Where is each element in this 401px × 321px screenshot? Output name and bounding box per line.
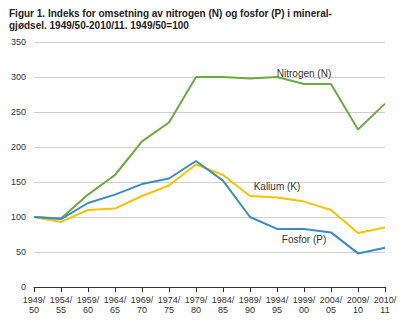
svg-text:75: 75 [164,305,174,315]
svg-text:10: 10 [353,305,363,315]
svg-text:1969/: 1969/ [131,295,154,305]
svg-text:50: 50 [16,247,26,257]
svg-text:150: 150 [11,177,26,187]
svg-text:55: 55 [56,305,66,315]
svg-text:Fosfor (P): Fosfor (P) [282,234,326,245]
svg-text:100: 100 [11,212,26,222]
svg-text:60: 60 [83,305,93,315]
svg-text:1974/: 1974/ [158,295,181,305]
svg-text:1999/: 1999/ [293,295,316,305]
svg-text:1994/: 1994/ [266,295,289,305]
svg-text:80: 80 [191,305,201,315]
svg-text:200: 200 [11,142,26,152]
svg-text:350: 350 [11,37,26,47]
svg-text:1959/: 1959/ [77,295,100,305]
svg-text:300: 300 [11,72,26,82]
svg-text:65: 65 [110,305,120,315]
svg-text:Nitrogen (N): Nitrogen (N) [277,68,331,79]
svg-text:1979/: 1979/ [185,295,208,305]
svg-text:Kalium (K): Kalium (K) [254,181,301,192]
svg-text:2009/: 2009/ [347,295,370,305]
svg-text:1954/: 1954/ [50,295,73,305]
svg-text:95: 95 [272,305,282,315]
svg-text:gjødsel. 1949/50-2010/11. 1949: gjødsel. 1949/50-2010/11. 1949/50=100 [9,20,189,31]
svg-text:250: 250 [11,107,26,117]
svg-text:Figur 1. Indeks for omsetning: Figur 1. Indeks for omsetning av nitroge… [9,8,332,19]
svg-text:0: 0 [21,282,26,292]
svg-text:50: 50 [29,305,39,315]
svg-text:11: 11 [380,305,389,315]
svg-text:00: 00 [299,305,309,315]
svg-text:70: 70 [137,305,147,315]
svg-text:90: 90 [245,305,255,315]
svg-text:1984/: 1984/ [212,295,235,305]
svg-text:05: 05 [326,305,336,315]
svg-text:85: 85 [218,305,228,315]
svg-text:1949/: 1949/ [23,295,46,305]
svg-text:1989/: 1989/ [239,295,262,305]
svg-text:2004/: 2004/ [320,295,343,305]
svg-text:2010/: 2010/ [374,295,397,305]
svg-text:1964/: 1964/ [104,295,127,305]
